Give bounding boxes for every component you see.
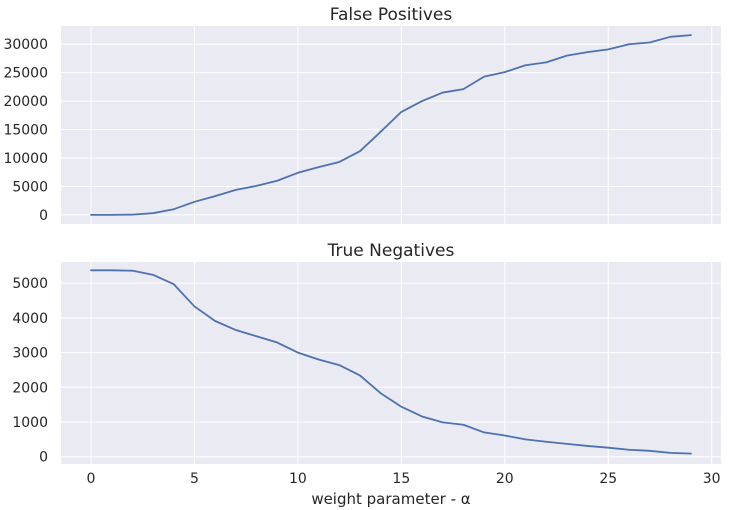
fp-chart-title: False Positives <box>330 5 453 25</box>
fp-series-line <box>90 34 692 216</box>
fp-y-tick-label: 25000 <box>3 66 48 82</box>
tn-y-tick-label: 2000 <box>12 380 48 396</box>
tn-x-tick-label: 30 <box>703 471 721 487</box>
true-negatives-panel: 0 5 10 15 20 25 30 0 1000 2000 3000 4000 5000 True Ne… <box>12 241 721 508</box>
tn-x-axis-label: weight parameter - α <box>311 490 470 508</box>
tn-y-tick-label: 5000 <box>12 276 48 292</box>
tn-plot-area <box>61 262 721 464</box>
fp-y-tick-label: 0 <box>39 208 48 224</box>
fp-y-tick-label: 15000 <box>3 123 48 139</box>
tn-y-tick-label: 1000 <box>12 415 48 431</box>
tn-x-tick-label: 20 <box>496 471 514 487</box>
fp-y-tick-label: 20000 <box>3 94 48 110</box>
fp-y-tick-label: 10000 <box>3 151 48 167</box>
false-positives-panel: 0 5000 10000 15000 20000 25000 30000 False Posi… <box>3 5 721 224</box>
tn-series-line <box>90 269 692 455</box>
fp-plot-area <box>61 26 721 224</box>
tn-x-tick-label: 0 <box>87 471 96 487</box>
tn-x-tick-label: 10 <box>289 471 307 487</box>
tn-y-tick-label: 0 <box>39 450 48 466</box>
fp-y-tick-label: 30000 <box>3 37 48 53</box>
tn-x-tick-label: 15 <box>392 471 410 487</box>
tn-y-tick-label: 3000 <box>12 346 48 362</box>
tn-y-tick-label: 4000 <box>12 311 48 327</box>
tn-chart-title: True Negatives <box>327 241 455 261</box>
tn-x-tick-label: 5 <box>190 471 199 487</box>
tn-x-tick-label: 25 <box>599 471 617 487</box>
fp-y-tick-label: 5000 <box>12 179 48 195</box>
